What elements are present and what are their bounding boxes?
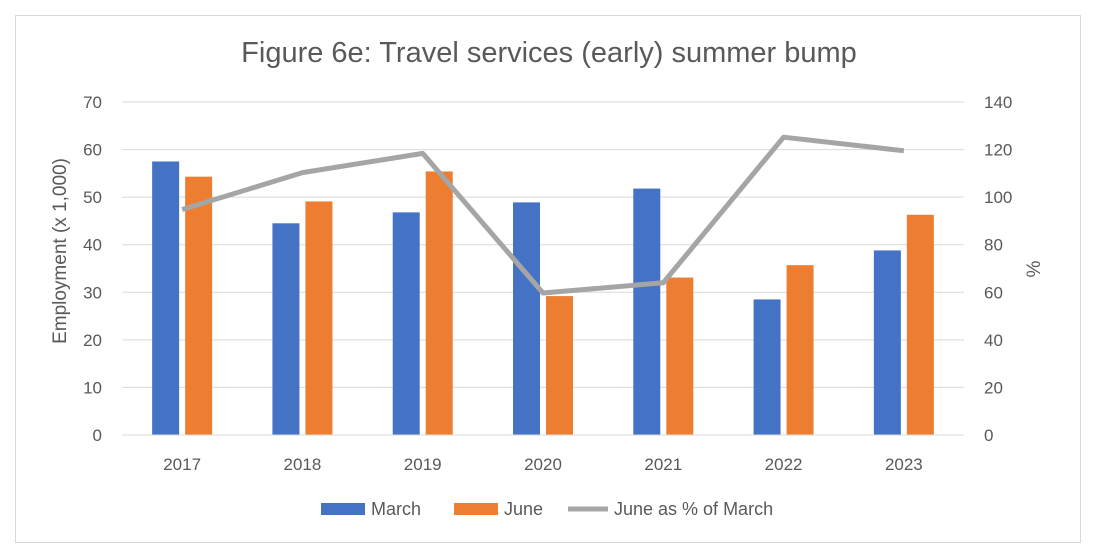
bar-march xyxy=(513,202,540,435)
chart-frame: Figure 6e: Travel services (early) summe… xyxy=(15,15,1081,543)
bar-june xyxy=(425,171,453,435)
legend-label: June xyxy=(504,499,543,519)
y2-tick-label: 20 xyxy=(984,378,1003,397)
bar-june xyxy=(546,296,573,435)
legend-label: June as % of March xyxy=(614,499,773,519)
line-series xyxy=(181,134,905,296)
bar-june xyxy=(666,277,694,435)
bar-june xyxy=(906,214,934,435)
bars xyxy=(152,161,934,436)
bar-march xyxy=(272,223,300,435)
y2-tick-label: 120 xyxy=(984,141,1012,160)
legend-swatch xyxy=(454,503,498,515)
x-tick-label: 2019 xyxy=(404,455,442,474)
y-tick-label: 20 xyxy=(83,331,102,350)
bar-march xyxy=(152,161,180,435)
y2-tick-label: 60 xyxy=(984,283,1003,302)
chart-title: Figure 6e: Travel services (early) summe… xyxy=(241,37,857,69)
y-tick-label: 70 xyxy=(83,93,102,112)
y2-tick-label: 0 xyxy=(984,426,993,445)
x-tick-label: 2022 xyxy=(765,455,803,474)
legend-item: March xyxy=(321,499,421,519)
y-tick-label: 60 xyxy=(83,141,102,160)
bar-march xyxy=(633,188,661,435)
x-tick-label: 2018 xyxy=(284,455,322,474)
legend: March June June as % of March xyxy=(321,499,773,519)
bar-june xyxy=(786,265,814,435)
axes: 0 10 20 30 40 50 60 70 0 20 40 60 80 100 120 140 2017 201… xyxy=(83,93,1012,474)
x-tick-label: 2021 xyxy=(644,455,682,474)
y-tick-label: 0 xyxy=(93,426,102,445)
y2-tick-label: 40 xyxy=(984,331,1003,350)
y-tick-label: 10 xyxy=(83,378,102,397)
chart: Figure 6e: Travel services (early) summe… xyxy=(50,37,1045,519)
legend-item: June xyxy=(454,499,543,519)
y-axis-title: Employment (x 1,000) xyxy=(50,158,71,344)
legend-item: June as % of March xyxy=(568,499,773,519)
gridlines xyxy=(122,101,964,436)
y-tick-label: 40 xyxy=(83,236,102,255)
y2-axis-title: % xyxy=(1024,260,1045,277)
x-tick-label: 2017 xyxy=(163,455,201,474)
y-tick-label: 50 xyxy=(83,188,102,207)
y2-tick-label: 80 xyxy=(984,236,1003,255)
x-tick-label: 2020 xyxy=(524,455,562,474)
bar-june xyxy=(185,176,213,436)
bar-june xyxy=(305,201,333,435)
bar-march xyxy=(392,212,420,435)
y-tick-label: 30 xyxy=(83,283,102,302)
legend-label: March xyxy=(371,499,421,519)
x-tick-label: 2023 xyxy=(885,455,923,474)
y2-tick-label: 100 xyxy=(984,188,1012,207)
bar-march xyxy=(753,299,781,435)
y2-tick-label: 140 xyxy=(984,93,1012,112)
legend-swatch xyxy=(321,503,365,515)
bar-march xyxy=(873,250,901,435)
